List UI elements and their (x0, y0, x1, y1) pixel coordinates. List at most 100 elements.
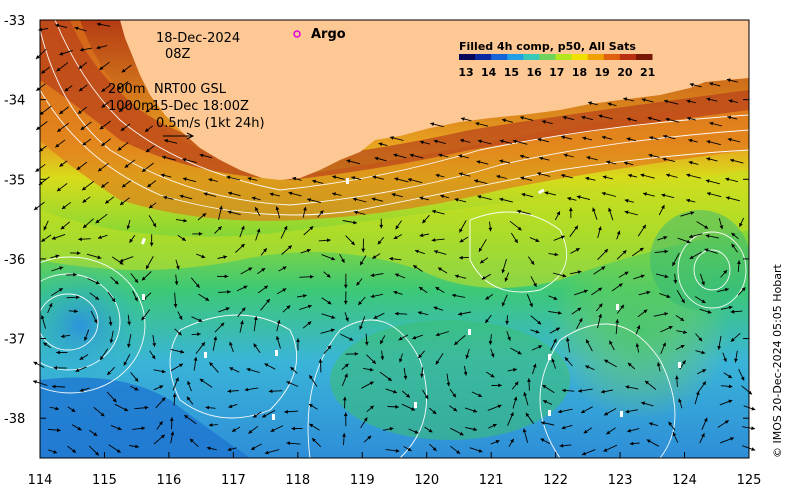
velocity-arrow (366, 405, 375, 413)
product-date-label: 15-Dec 18:00Z (152, 99, 249, 114)
velocity-arrow (417, 350, 425, 359)
colorbar-label: 17 (549, 66, 564, 79)
velocity-arrow (299, 304, 312, 311)
velocity-arrow (580, 406, 593, 414)
velocity-arrow (508, 438, 515, 447)
colorbar-label: 18 (572, 66, 587, 79)
velocity-arrow (379, 371, 393, 382)
y-tick-label: -35 (4, 173, 25, 188)
velocity-arrow (433, 306, 444, 311)
velocity-arrow (33, 361, 45, 368)
colorbar-swatch (459, 54, 476, 60)
velocity-arrow (81, 181, 94, 191)
velocity-arrow (509, 220, 522, 231)
velocity-arrow (520, 176, 533, 181)
x-tick-label: 125 (737, 473, 762, 488)
velocity-arrow (93, 407, 105, 417)
velocity-arrow (199, 378, 213, 388)
velocity-arrow (532, 363, 537, 375)
velocity-arrow (459, 236, 469, 243)
velocity-arrow (56, 183, 68, 192)
depth-shallow-label: 200m (108, 82, 145, 97)
velocity-arrow (227, 210, 241, 216)
velocity-arrow (449, 388, 457, 398)
velocity-arrow (501, 258, 507, 274)
map-hour: 08Z (165, 47, 191, 62)
velocity-arrow (297, 294, 307, 298)
velocity-arrow (311, 437, 322, 448)
velocity-arrow (570, 247, 580, 254)
velocity-arrow (132, 290, 138, 302)
velocity-arrow (598, 114, 614, 120)
velocity-arrow (490, 440, 500, 445)
velocity-arrow (182, 177, 197, 183)
velocity-arrow (57, 122, 69, 133)
velocity-arrow (696, 368, 707, 375)
velocity-arrow (576, 195, 591, 201)
velocity-arrow (576, 317, 583, 330)
velocity-arrow (530, 276, 537, 288)
velocity-arrow (633, 274, 645, 280)
scale-arrow (163, 132, 195, 140)
velocity-arrow (499, 197, 513, 203)
velocity-arrow (359, 316, 366, 330)
velocity-arrow (637, 224, 647, 237)
velocity-arrow (730, 309, 743, 314)
velocity-arrow (260, 248, 268, 256)
velocity-arrow (153, 385, 164, 391)
velocity-arrow (74, 26, 87, 32)
velocity-arrow (227, 191, 241, 197)
velocity-arrow (631, 247, 644, 257)
velocity-arrow (647, 116, 661, 122)
velocity-arrow (66, 272, 77, 277)
velocity-arrow (286, 441, 301, 446)
velocity-arrow (312, 179, 324, 184)
velocity-arrow (48, 449, 58, 454)
velocity-arrow (370, 293, 384, 298)
velocity-arrow (595, 303, 603, 312)
velocity-arrow (637, 309, 648, 318)
x-tick-label: 124 (672, 473, 697, 488)
velocity-arrow (409, 153, 424, 159)
velocity-arrow (67, 445, 77, 454)
velocity-arrow (421, 214, 430, 224)
velocity-arrow (709, 121, 723, 127)
velocity-arrow (431, 238, 445, 242)
velocity-arrow (675, 315, 685, 322)
velocity-arrow (686, 173, 701, 179)
velocity-arrow (440, 194, 450, 199)
velocity-arrow (552, 272, 567, 278)
velocity-arrow (209, 361, 219, 373)
velocity-arrow (616, 230, 621, 240)
velocity-arrow (689, 251, 703, 260)
velocity-arrow (170, 431, 175, 444)
velocity-arrow (626, 117, 638, 122)
velocity-arrow (677, 237, 691, 244)
velocity-arrow (164, 139, 178, 144)
velocity-arrow (704, 248, 718, 254)
velocity-arrow (172, 393, 177, 406)
velocity-arrow (437, 267, 448, 274)
velocity-arrow (655, 273, 669, 279)
velocity-arrow (429, 443, 437, 452)
velocity-arrow (197, 212, 207, 221)
velocity-arrow (562, 388, 575, 393)
velocity-arrow (191, 332, 201, 337)
velocity-arrow (345, 352, 359, 356)
velocity-arrow (110, 276, 119, 285)
velocity-arrow (422, 389, 429, 400)
y-tick-label: -37 (4, 333, 25, 348)
velocity-arrow (144, 125, 153, 133)
velocity-arrow (64, 85, 73, 92)
velocity-arrow (689, 82, 702, 88)
velocity-arrow (477, 139, 492, 145)
velocity-arrow (653, 312, 669, 317)
velocity-arrow (469, 447, 483, 453)
velocity-arrow (585, 339, 593, 352)
velocity-arrow (51, 287, 64, 296)
velocity-arrow (342, 396, 347, 409)
velocity-arrow (484, 314, 492, 324)
velocity-arrow (195, 341, 206, 354)
velocity-arrow (372, 253, 381, 259)
velocity-arrow (453, 335, 466, 346)
